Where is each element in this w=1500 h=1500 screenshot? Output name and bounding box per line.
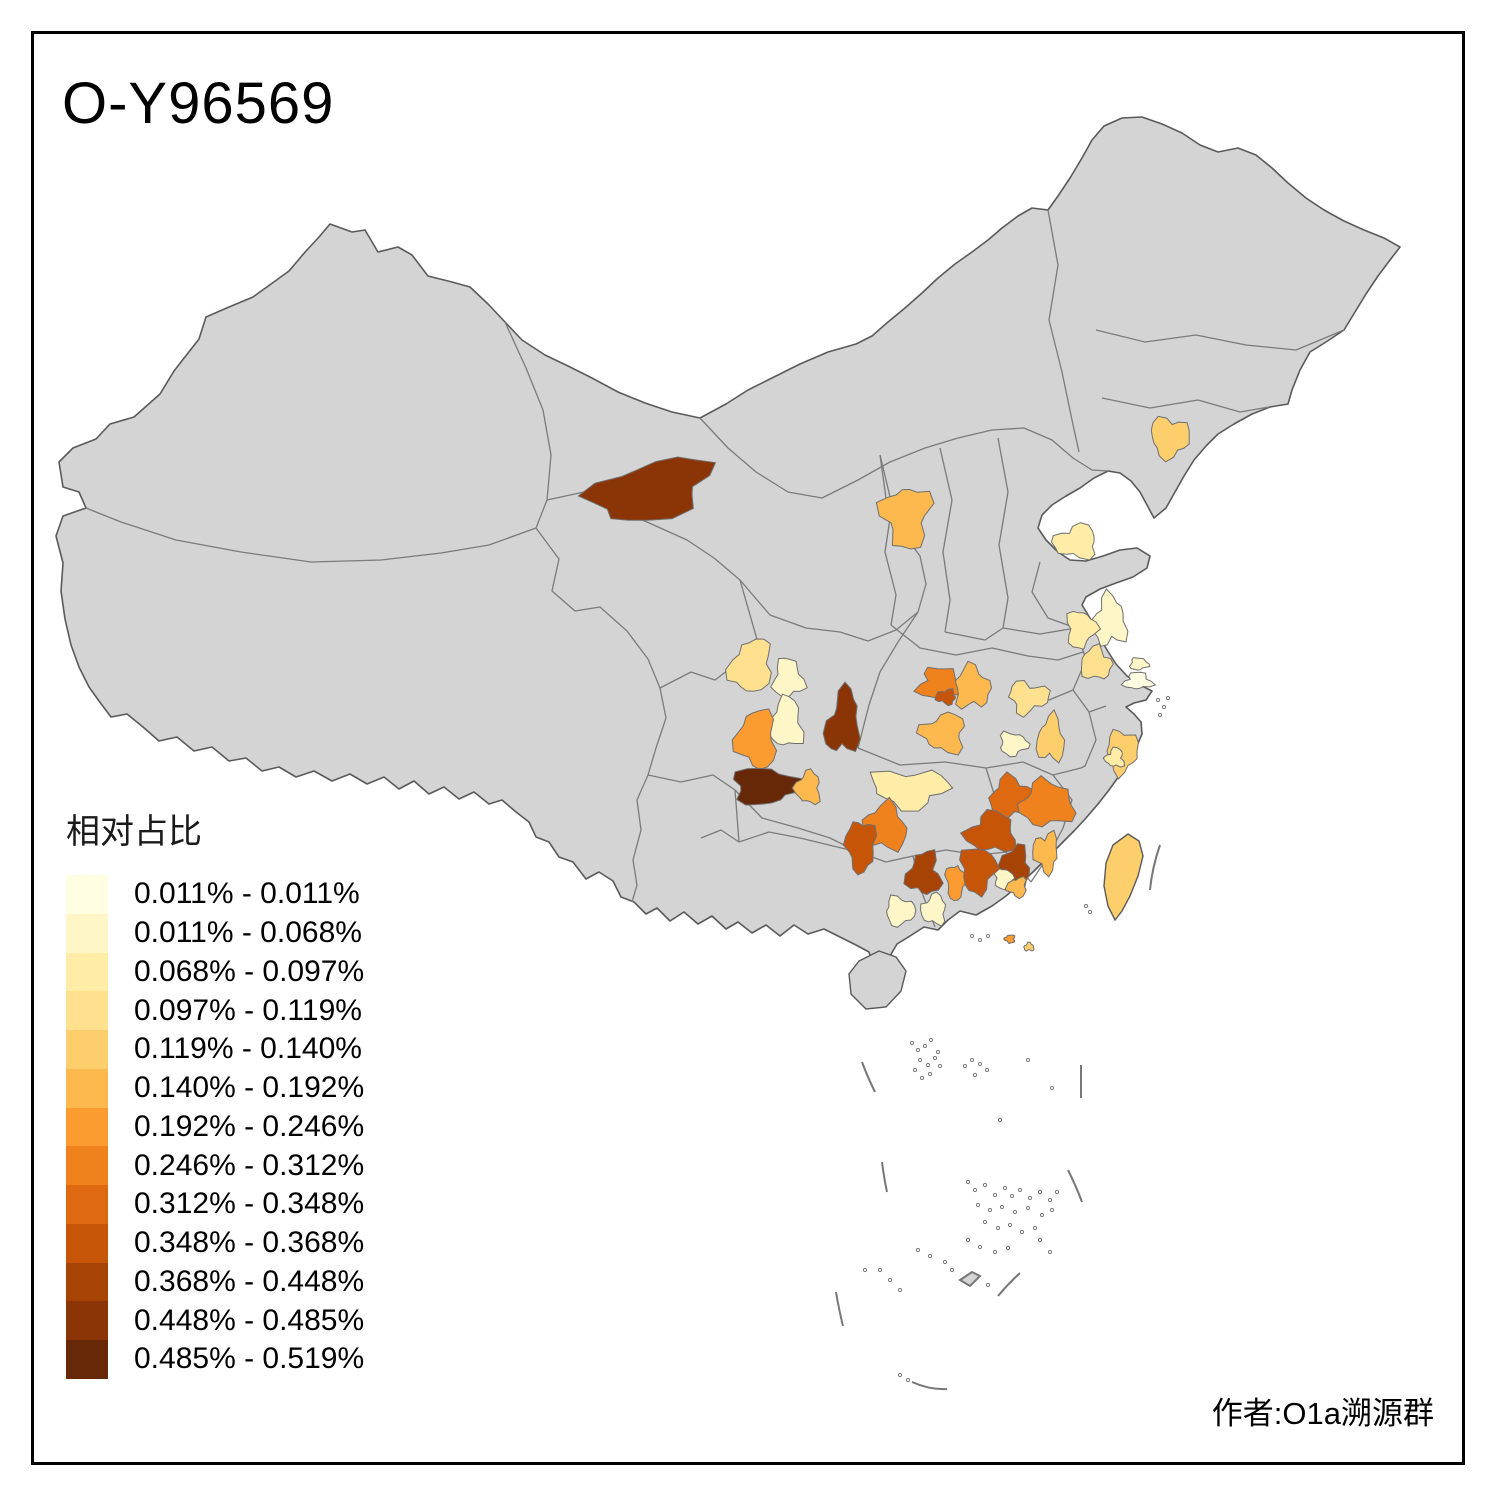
legend-item: 0.068% - 0.097% <box>66 952 365 992</box>
legend-label: 0.140% - 0.192% <box>134 1071 365 1105</box>
map-region-r18 <box>934 688 957 707</box>
legend-item: 0.246% - 0.312% <box>66 1146 364 1185</box>
map-region-r19 <box>954 660 993 710</box>
legend-swatch <box>66 1068 108 1108</box>
legend-label: 0.097% - 0.119% <box>134 993 362 1027</box>
legend-swatch <box>66 1146 108 1185</box>
legend-label: 0.485% - 0.519% <box>134 1342 365 1376</box>
legend-swatch <box>66 1223 108 1263</box>
legend-item: 0.368% - 0.448% <box>66 1262 365 1302</box>
map-region-r14 <box>822 681 861 753</box>
south-china-sea-marks <box>835 695 1171 1391</box>
china-mainland-outline <box>55 116 1401 971</box>
legend-label: 0.348% - 0.368% <box>134 1226 365 1260</box>
legend-item: 0.348% - 0.368% <box>66 1223 365 1263</box>
map-region-r20 <box>1007 679 1051 718</box>
legend-item: 0.485% - 0.519% <box>66 1340 364 1379</box>
legend-item: 0.119% - 0.140% <box>66 1030 364 1069</box>
legend-swatch <box>66 1262 108 1302</box>
legend-label: 0.011% - 0.011% <box>134 877 360 911</box>
attribution-text: 作者:O1a溯源群 <box>1211 1396 1434 1431</box>
map-region-r33 <box>993 867 1016 891</box>
map-region-r03 <box>1150 415 1190 463</box>
map-region-r41 <box>1003 934 1016 945</box>
legend-swatch <box>66 913 108 953</box>
map-region-r07 <box>1080 642 1114 680</box>
legend-swatch <box>66 1301 108 1340</box>
map-region-r25 <box>1102 746 1126 768</box>
map-region-r01 <box>577 456 717 521</box>
map-region-r42 <box>1023 941 1035 952</box>
map-region-r22 <box>999 730 1031 758</box>
legend-label: 0.192% - 0.246% <box>134 1109 365 1143</box>
map-region-r13 <box>731 708 778 770</box>
map-region-r35 <box>842 821 878 876</box>
page-title: O-Y96569 <box>62 71 335 136</box>
legend-swatch <box>66 875 108 914</box>
legend-item: 0.011% - 0.068% <box>66 913 364 953</box>
legend-swatch <box>66 1340 108 1379</box>
map-region-r06 <box>1066 610 1102 650</box>
map-region-r36 <box>903 849 944 896</box>
legend-swatch <box>66 1030 108 1069</box>
map-region-r08 <box>1120 671 1157 690</box>
map-region-r21 <box>915 711 966 756</box>
map-region-r15 <box>732 767 809 806</box>
taiwan-island <box>1103 833 1144 922</box>
legend-swatch <box>66 1107 108 1147</box>
legend-item: 0.011% - 0.011% <box>66 875 364 914</box>
legend-item: 0.097% - 0.119% <box>66 991 364 1030</box>
legend: 相对占比 0.011% - 0.011% 0.011% - 0.068% 0.068… <box>66 804 364 1379</box>
legend-label: 0.246% - 0.312% <box>134 1148 365 1182</box>
legend-label: 0.068% - 0.097% <box>134 954 365 988</box>
legend-label: 0.312% - 0.348% <box>134 1187 365 1221</box>
map-region-r11 <box>770 657 808 700</box>
map-region-r39 <box>886 894 917 928</box>
map-region-r02 <box>875 488 935 550</box>
map-region-r10 <box>725 638 772 692</box>
map-region-r16 <box>791 768 821 806</box>
map-region-r29 <box>1016 775 1077 828</box>
legend-label: 0.448% - 0.485% <box>134 1303 365 1337</box>
hainan-island <box>848 950 907 1010</box>
map-region-r04 <box>1050 522 1096 561</box>
legend-item: 0.448% - 0.485% <box>66 1301 364 1340</box>
map-region-r37 <box>944 864 969 902</box>
legend-title: 相对占比 <box>66 813 202 851</box>
legend-swatch <box>66 991 108 1030</box>
map-region-r40 <box>920 891 947 927</box>
legend-label: 0.119% - 0.140% <box>134 1032 362 1066</box>
shaded-prefecture-regions <box>577 415 1190 952</box>
map-region-r09 <box>1128 657 1151 671</box>
legend-item: 0.140% - 0.192% <box>66 1068 365 1108</box>
map-region-r26 <box>869 769 954 812</box>
legend-swatch <box>66 952 108 992</box>
map-region-r38 <box>959 848 1001 898</box>
legend-item: 0.192% - 0.246% <box>66 1107 365 1147</box>
legend-swatch <box>66 1185 108 1224</box>
map-region-r31 <box>1032 829 1058 878</box>
map-region-r23 <box>1035 708 1066 764</box>
legend-label: 0.368% - 0.448% <box>134 1264 365 1298</box>
legend-item: 0.312% - 0.348% <box>66 1185 364 1224</box>
legend-label: 0.011% - 0.068% <box>134 916 362 950</box>
map-region-r28 <box>959 808 1017 853</box>
legend-rows: 0.011% - 0.011% 0.011% - 0.068% 0.068% - 0… <box>66 875 364 1379</box>
